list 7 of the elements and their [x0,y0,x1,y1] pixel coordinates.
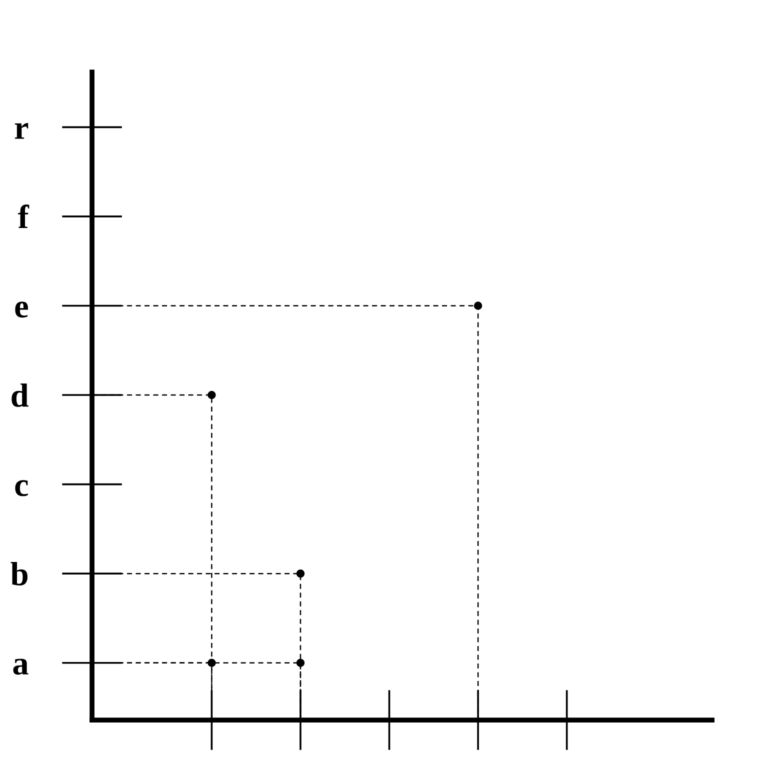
y-tick-label: b [10,562,28,586]
y-tick-label: a [13,658,28,675]
y-tick-label: e [15,302,28,318]
y-tick-label: d [12,383,28,407]
y-tick-label: r [14,122,28,139]
y-tick-label: f [18,204,30,228]
y-tick-label: c [15,480,28,496]
